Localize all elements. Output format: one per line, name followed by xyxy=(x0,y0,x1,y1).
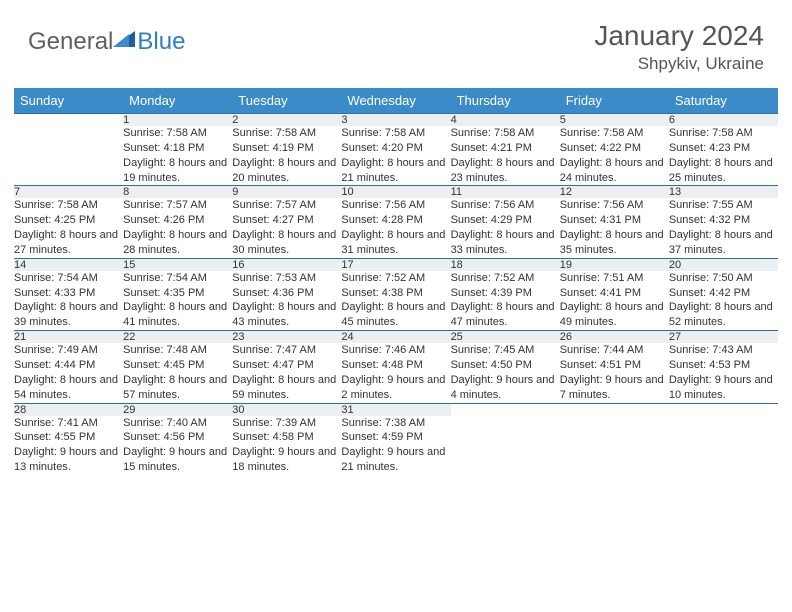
day-number-cell: 1 xyxy=(123,114,232,127)
day-detail-cell xyxy=(669,416,778,475)
day-number-cell: 18 xyxy=(451,258,560,271)
day-detail-cell: Sunrise: 7:58 AMSunset: 4:20 PMDaylight:… xyxy=(341,126,450,186)
day-number-cell: 15 xyxy=(123,258,232,271)
day-detail-cell: Sunrise: 7:52 AMSunset: 4:38 PMDaylight:… xyxy=(341,271,450,331)
day-number-cell: 28 xyxy=(14,403,123,416)
day-detail-cell: Sunrise: 7:51 AMSunset: 4:41 PMDaylight:… xyxy=(560,271,669,331)
day-detail-cell: Sunrise: 7:58 AMSunset: 4:21 PMDaylight:… xyxy=(451,126,560,186)
weekday-header: Friday xyxy=(560,88,669,114)
page-subtitle: Shpykiv, Ukraine xyxy=(594,54,764,74)
day-number-cell: 14 xyxy=(14,258,123,271)
logo-word-blue: Blue xyxy=(137,28,185,56)
day-number-cell xyxy=(14,114,123,127)
day-detail-row: Sunrise: 7:41 AMSunset: 4:55 PMDaylight:… xyxy=(14,416,778,475)
day-number-row: 28293031 xyxy=(14,403,778,416)
day-detail-cell xyxy=(560,416,669,475)
day-detail-cell: Sunrise: 7:56 AMSunset: 4:31 PMDaylight:… xyxy=(560,198,669,258)
day-detail-cell: Sunrise: 7:52 AMSunset: 4:39 PMDaylight:… xyxy=(451,271,560,331)
weekday-header: Thursday xyxy=(451,88,560,114)
day-number-cell: 31 xyxy=(341,403,450,416)
day-detail-cell: Sunrise: 7:58 AMSunset: 4:22 PMDaylight:… xyxy=(560,126,669,186)
day-detail-cell: Sunrise: 7:39 AMSunset: 4:58 PMDaylight:… xyxy=(232,416,341,475)
day-detail-cell: Sunrise: 7:49 AMSunset: 4:44 PMDaylight:… xyxy=(14,343,123,403)
day-number-cell: 16 xyxy=(232,258,341,271)
day-number-cell: 26 xyxy=(560,331,669,344)
calendar-header-row: SundayMondayTuesdayWednesdayThursdayFrid… xyxy=(14,88,778,114)
day-detail-row: Sunrise: 7:58 AMSunset: 4:18 PMDaylight:… xyxy=(14,126,778,186)
day-number-cell xyxy=(669,403,778,416)
day-number-cell: 3 xyxy=(341,114,450,127)
day-number-cell: 6 xyxy=(669,114,778,127)
day-detail-cell: Sunrise: 7:58 AMSunset: 4:25 PMDaylight:… xyxy=(14,198,123,258)
day-number-cell: 2 xyxy=(232,114,341,127)
day-number-cell: 17 xyxy=(341,258,450,271)
day-number-cell: 8 xyxy=(123,186,232,199)
day-number-cell: 12 xyxy=(560,186,669,199)
day-number-cell: 29 xyxy=(123,403,232,416)
day-detail-cell: Sunrise: 7:45 AMSunset: 4:50 PMDaylight:… xyxy=(451,343,560,403)
logo-triangle-icon xyxy=(113,29,135,47)
day-number-row: 14151617181920 xyxy=(14,258,778,271)
logo-word-general: General xyxy=(28,28,113,55)
day-detail-cell xyxy=(14,126,123,186)
day-number-cell: 19 xyxy=(560,258,669,271)
day-number-cell: 13 xyxy=(669,186,778,199)
day-detail-row: Sunrise: 7:58 AMSunset: 4:25 PMDaylight:… xyxy=(14,198,778,258)
day-number-cell: 4 xyxy=(451,114,560,127)
day-detail-cell: Sunrise: 7:46 AMSunset: 4:48 PMDaylight:… xyxy=(341,343,450,403)
weekday-header: Monday xyxy=(123,88,232,114)
day-detail-cell: Sunrise: 7:44 AMSunset: 4:51 PMDaylight:… xyxy=(560,343,669,403)
page-header: General Blue January 2024 Shpykiv, Ukrai… xyxy=(0,0,792,82)
day-number-row: 78910111213 xyxy=(14,186,778,199)
day-number-cell xyxy=(451,403,560,416)
day-number-cell: 20 xyxy=(669,258,778,271)
day-detail-cell: Sunrise: 7:47 AMSunset: 4:47 PMDaylight:… xyxy=(232,343,341,403)
day-detail-cell: Sunrise: 7:40 AMSunset: 4:56 PMDaylight:… xyxy=(123,416,232,475)
day-number-row: 21222324252627 xyxy=(14,331,778,344)
day-detail-cell: Sunrise: 7:57 AMSunset: 4:26 PMDaylight:… xyxy=(123,198,232,258)
weekday-header: Saturday xyxy=(669,88,778,114)
day-number-cell: 5 xyxy=(560,114,669,127)
day-number-cell: 7 xyxy=(14,186,123,199)
day-detail-cell: Sunrise: 7:57 AMSunset: 4:27 PMDaylight:… xyxy=(232,198,341,258)
day-detail-cell: Sunrise: 7:58 AMSunset: 4:19 PMDaylight:… xyxy=(232,126,341,186)
day-detail-cell: Sunrise: 7:41 AMSunset: 4:55 PMDaylight:… xyxy=(14,416,123,475)
weekday-header: Wednesday xyxy=(341,88,450,114)
day-detail-cell: Sunrise: 7:56 AMSunset: 4:28 PMDaylight:… xyxy=(341,198,450,258)
day-number-row: 123456 xyxy=(14,114,778,127)
day-detail-cell: Sunrise: 7:54 AMSunset: 4:35 PMDaylight:… xyxy=(123,271,232,331)
logo-text: General xyxy=(28,28,113,56)
day-number-cell: 30 xyxy=(232,403,341,416)
day-detail-cell: Sunrise: 7:38 AMSunset: 4:59 PMDaylight:… xyxy=(341,416,450,475)
day-detail-cell: Sunrise: 7:48 AMSunset: 4:45 PMDaylight:… xyxy=(123,343,232,403)
day-detail-row: Sunrise: 7:54 AMSunset: 4:33 PMDaylight:… xyxy=(14,271,778,331)
day-number-cell: 22 xyxy=(123,331,232,344)
day-detail-cell: Sunrise: 7:54 AMSunset: 4:33 PMDaylight:… xyxy=(14,271,123,331)
day-detail-cell: Sunrise: 7:58 AMSunset: 4:23 PMDaylight:… xyxy=(669,126,778,186)
day-detail-cell: Sunrise: 7:56 AMSunset: 4:29 PMDaylight:… xyxy=(451,198,560,258)
calendar-table: SundayMondayTuesdayWednesdayThursdayFrid… xyxy=(14,88,778,475)
day-detail-row: Sunrise: 7:49 AMSunset: 4:44 PMDaylight:… xyxy=(14,343,778,403)
day-detail-cell: Sunrise: 7:53 AMSunset: 4:36 PMDaylight:… xyxy=(232,271,341,331)
day-detail-cell: Sunrise: 7:58 AMSunset: 4:18 PMDaylight:… xyxy=(123,126,232,186)
day-number-cell: 9 xyxy=(232,186,341,199)
day-number-cell: 21 xyxy=(14,331,123,344)
day-number-cell: 24 xyxy=(341,331,450,344)
day-number-cell: 11 xyxy=(451,186,560,199)
weekday-header: Tuesday xyxy=(232,88,341,114)
day-number-cell: 27 xyxy=(669,331,778,344)
weekday-header: Sunday xyxy=(14,88,123,114)
page-title: January 2024 xyxy=(594,20,764,52)
day-number-cell: 10 xyxy=(341,186,450,199)
logo: General Blue xyxy=(28,20,185,56)
day-detail-cell xyxy=(451,416,560,475)
title-block: January 2024 Shpykiv, Ukraine xyxy=(594,20,764,74)
day-detail-cell: Sunrise: 7:43 AMSunset: 4:53 PMDaylight:… xyxy=(669,343,778,403)
day-number-cell: 25 xyxy=(451,331,560,344)
day-number-cell xyxy=(560,403,669,416)
day-number-cell: 23 xyxy=(232,331,341,344)
day-detail-cell: Sunrise: 7:55 AMSunset: 4:32 PMDaylight:… xyxy=(669,198,778,258)
day-detail-cell: Sunrise: 7:50 AMSunset: 4:42 PMDaylight:… xyxy=(669,271,778,331)
